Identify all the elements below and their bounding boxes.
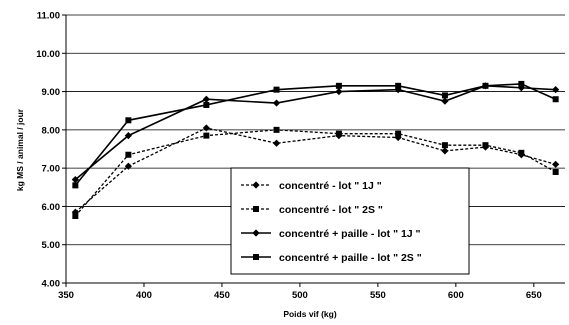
legend-label: concentré - lot " 2S "	[279, 204, 383, 216]
data-point	[518, 150, 524, 156]
data-point	[125, 117, 131, 123]
data-point	[72, 213, 78, 219]
y-tick-label: 8.00	[42, 125, 61, 136]
x-tick-label: 650	[526, 290, 542, 301]
data-point	[395, 131, 401, 137]
y-tick-label: 9.00	[42, 87, 61, 98]
data-point	[336, 131, 342, 137]
data-point	[336, 83, 342, 89]
data-point	[274, 127, 280, 133]
x-axis-title: Poids vif (kg)	[283, 309, 337, 319]
data-point	[482, 83, 488, 89]
legend-label: concentré + paille - lot " 2S "	[279, 252, 422, 264]
data-point	[552, 86, 559, 93]
data-point	[552, 161, 559, 168]
x-tick-label: 350	[58, 290, 74, 301]
data-point	[441, 147, 448, 154]
x-tick-label: 500	[292, 290, 308, 301]
y-axis-title: kg MS / animal / jour	[15, 108, 25, 191]
y-tick-label: 5.00	[42, 240, 61, 251]
x-tick-label: 400	[136, 290, 152, 301]
y-tick-label: 6.00	[42, 202, 61, 213]
x-tick-label: 600	[448, 290, 464, 301]
legend: concentré - lot " 1J " concentré - lot " …	[231, 168, 469, 274]
legend-marker	[253, 254, 259, 260]
y-tick-label: 4.00	[42, 279, 61, 290]
data-point	[442, 92, 448, 98]
data-point	[482, 142, 488, 148]
data-point	[273, 99, 280, 106]
data-point	[125, 152, 131, 158]
data-point	[553, 96, 559, 102]
data-point	[203, 102, 209, 108]
data-point	[203, 133, 209, 139]
data-point	[203, 124, 210, 131]
data-point	[335, 88, 342, 95]
data-point	[274, 87, 280, 93]
legend-label: concentré + paille - lot " 1J "	[279, 228, 421, 240]
x-tick-label: 450	[214, 290, 230, 301]
data-point	[441, 98, 448, 105]
y-tick-label: 7.00	[42, 164, 61, 175]
data-point	[203, 96, 210, 103]
legend-label: concentré - lot " 1J "	[279, 180, 382, 192]
data-point	[553, 169, 559, 175]
data-point	[72, 182, 78, 188]
x-tick-label: 550	[370, 290, 386, 301]
data-point	[273, 140, 280, 147]
data-point	[442, 142, 448, 148]
data-point	[518, 81, 524, 87]
legend-marker	[253, 206, 259, 212]
data-point	[395, 83, 401, 89]
y-tick-label: 11.00	[37, 11, 60, 22]
y-tick-label: 10.00	[36, 49, 60, 60]
